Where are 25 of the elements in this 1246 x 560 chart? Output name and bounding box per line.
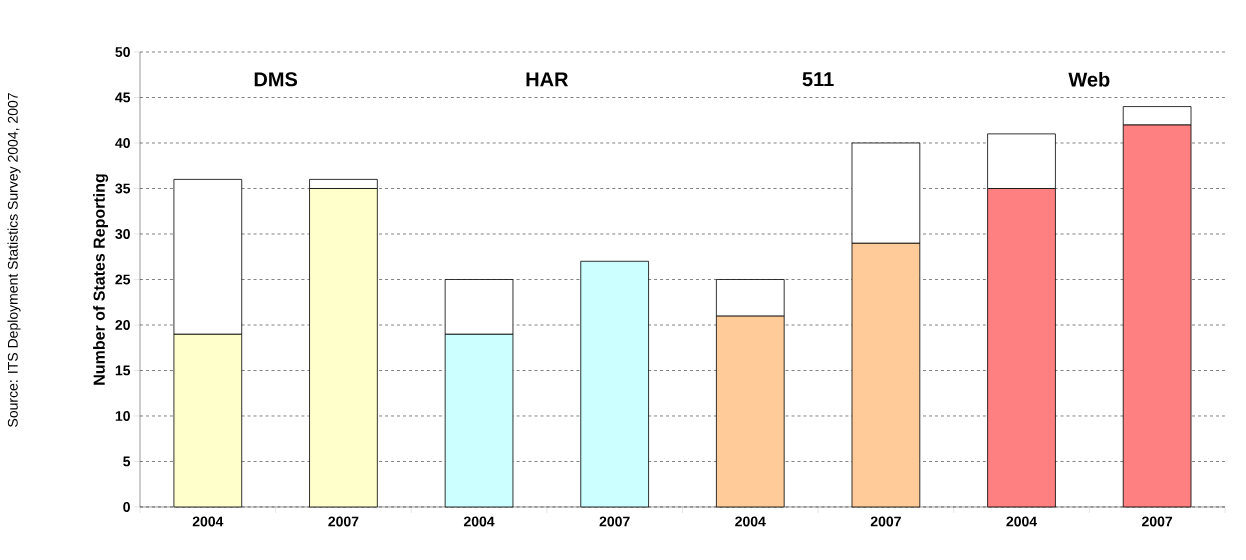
annotation: HAR (526, 72, 569, 87)
annotation: Web (1068, 71, 1110, 87)
y-axis-title: Number of States Reporting (93, 174, 109, 385)
y-tick-label: 25 (115, 274, 131, 285)
source-note: Source: ITS Deployment Statistics Survey 2004, 2007 (7, 93, 21, 427)
y-tick-label: 50 (115, 47, 130, 57)
y-tick-label: 0 (123, 502, 130, 512)
y-tick-label: 10 (115, 411, 130, 421)
x-tick-label: 2004 (735, 516, 766, 527)
x-tick-label: 2007 (328, 516, 359, 527)
annotation: 511 (802, 72, 834, 87)
y-tick-label: 35 (115, 183, 131, 194)
y-tick-label: 20 (115, 320, 130, 330)
y-tick-label: 5 (123, 456, 131, 467)
y-tick-label: 15 (115, 365, 131, 376)
x-tick-label: 2007 (1142, 516, 1173, 527)
x-tick-label: 2004 (192, 516, 224, 527)
x-tick-label: 2004 (1006, 516, 1038, 527)
y-tick-label: 30 (115, 229, 130, 239)
x-tick-label: 2007 (870, 516, 901, 527)
y-tick-label: 45 (115, 92, 131, 103)
x-tick-label: 2007 (599, 516, 630, 527)
annotation: DMS (254, 72, 298, 87)
x-tick-label: 2004 (463, 516, 495, 527)
y-tick-label: 40 (115, 138, 130, 148)
